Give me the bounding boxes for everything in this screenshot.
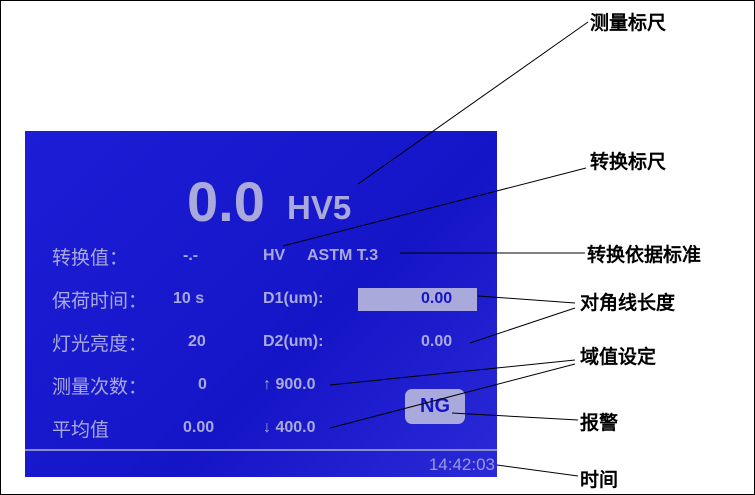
status-divider	[25, 449, 497, 451]
row-label-dwell: 保荷时间：	[52, 290, 148, 312]
row-label-average: 平均值	[52, 419, 110, 441]
leader-upper	[329, 359, 576, 386]
d2-label: D2(um):	[263, 333, 324, 350]
leader-measure-scale	[357, 21, 589, 185]
hardness-reading: 0.0	[187, 170, 265, 233]
leader-alarm	[451, 412, 579, 421]
device-screen: 0.0 HV5 转换值： -.- 保荷时间： 10 s 灯光亮度： 20 测量次…	[25, 131, 497, 477]
callout-time: 时间	[580, 469, 619, 491]
callout-threshold: 域值设定	[580, 346, 657, 368]
d1-value: 0.00	[421, 290, 453, 307]
callout-measure-scale: 测量标尺	[590, 12, 667, 34]
row-label-count: 测量次数：	[52, 376, 148, 398]
callout-convert-scale: 转换标尺	[590, 151, 667, 173]
lower-limit: ↓ 400.0	[263, 419, 316, 436]
row-label-light: 灯光亮度：	[52, 333, 148, 355]
dwell-value: 10 s	[173, 290, 205, 307]
leader-time	[496, 464, 579, 477]
convert-scale: HV	[263, 247, 286, 264]
light-value: 20	[188, 333, 206, 350]
converted-value: -.-	[183, 247, 199, 264]
callout-convert-standard: 转换依据标准	[587, 244, 702, 266]
leader-convert-scale	[282, 167, 587, 247]
leader-lower	[329, 363, 576, 429]
convert-standard: ASTM T.3	[307, 247, 379, 264]
d1-label: D1(um):	[263, 290, 324, 307]
average-value: 0.00	[183, 419, 215, 436]
d2-value: 0.00	[421, 333, 453, 350]
callout-diagonal-length: 对角线长度	[580, 292, 676, 314]
measure-scale: HV5	[287, 189, 352, 226]
count-value: 0	[198, 376, 207, 393]
upper-limit: ↑ 900.0	[263, 376, 316, 393]
clock: 14:42:03	[428, 455, 495, 474]
leader-d1	[477, 295, 576, 304]
callout-alarm: 报警	[580, 412, 619, 434]
leader-d2	[469, 307, 576, 344]
row-label-converted: 转换值：	[52, 247, 129, 269]
d1-field[interactable]	[358, 288, 477, 311]
